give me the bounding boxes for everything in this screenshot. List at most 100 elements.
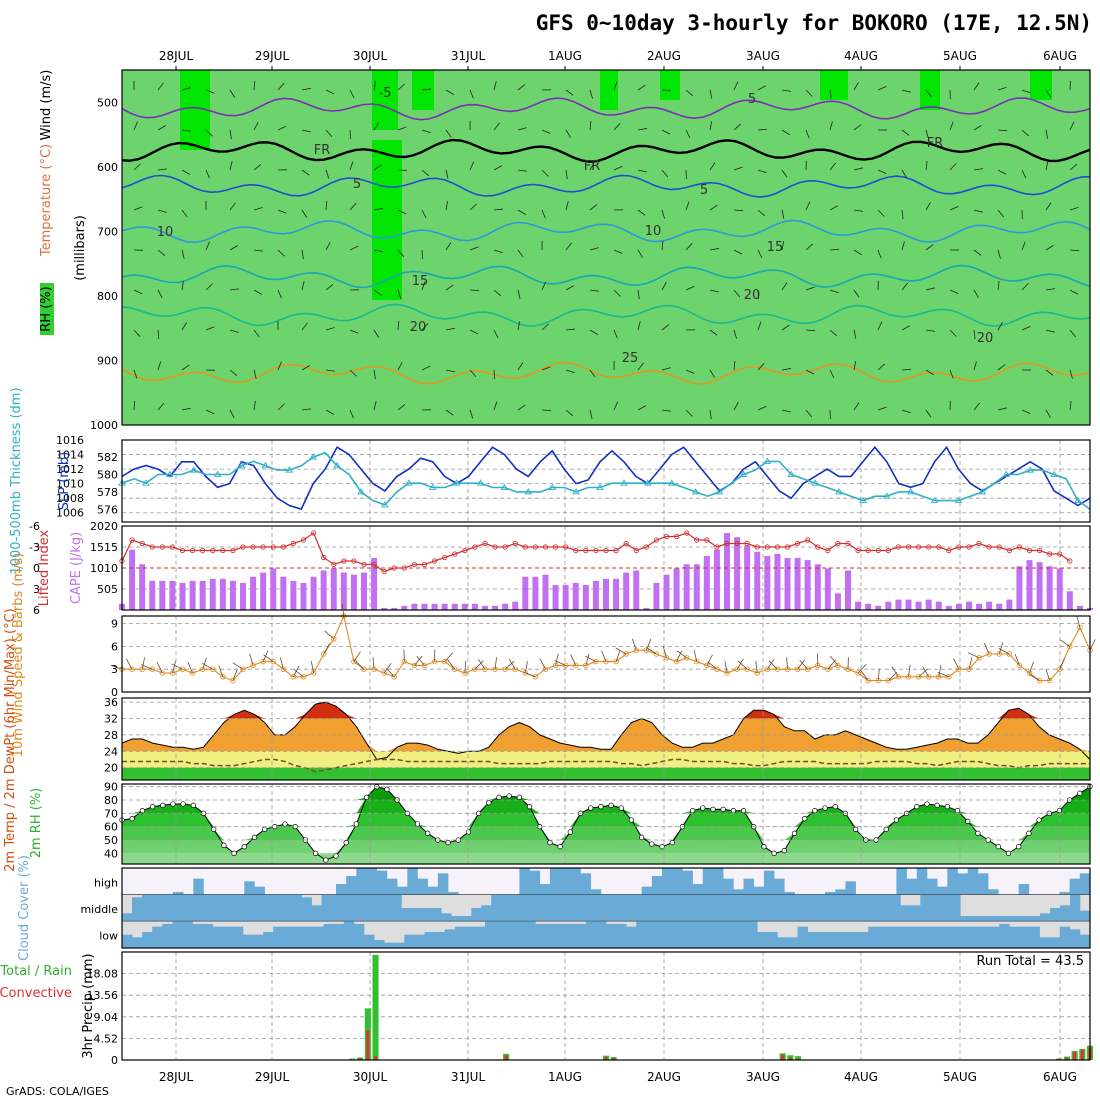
wind-barb [447,659,456,670]
cape-bar [451,603,458,610]
wind-barb [709,204,718,211]
cloud-cell [948,926,960,948]
cloud-cell [670,894,682,922]
wind-barb [301,281,305,291]
wind-barb [709,248,719,251]
rh-point [740,808,747,814]
cloud-cell [620,894,632,922]
cloud-cell [825,892,836,895]
date-label-bottom: 28JUL [159,1070,194,1084]
wind-barb [277,403,285,411]
grads-footer: GrADS: COLA/IGES [6,1085,109,1098]
wind-barb [997,407,1007,411]
wind-barb [301,169,310,176]
cloud-cell [444,929,456,948]
wind-barb [661,89,672,92]
wind-barb [736,658,744,670]
wind-speed-point [331,636,337,642]
wind-barb [1021,169,1027,179]
wind-barb [229,409,235,419]
upper-air-frame [121,69,1091,426]
wind-barb [973,361,977,371]
date-axis-top: 28JUL 29JUL 30JUL 31JUL 1AUG 2AUG 3AUG 4AUG 5AUG… [159,49,1077,71]
slp-tick-label: 1006 [56,507,84,520]
wind-barb [229,369,238,376]
rh-point [547,840,553,846]
wind-barb [301,322,308,331]
wind-barb [477,659,486,670]
cloud-cell [970,916,981,922]
cape-bar [411,603,418,610]
precip-tick-label: 9.04 [94,1011,119,1024]
rh-point [1016,844,1022,850]
temperature-contour [121,138,1091,163]
cloud-cell [810,894,821,922]
wind-barb [676,650,687,659]
cloud-cell [830,894,841,922]
wind-barb [157,249,166,256]
wind-barb [323,643,331,655]
lifted-index-point [452,551,458,557]
rh-point [944,804,950,810]
wind-barb [781,282,788,291]
wind-speed-point [391,674,397,680]
rh-point [241,844,247,850]
thickness-point [142,479,150,486]
date-label-bottom: 31JUL [451,1070,486,1084]
wind-speed-point [966,666,972,672]
lifted-index-point [603,547,609,554]
rh-point [567,829,573,835]
rh-point [139,808,146,814]
cape-bar [250,576,257,610]
cloud-cell [585,921,597,948]
wind-barb [685,243,693,251]
wind-axis-label: 10m Wind Speed & Barbs (m/s) [11,553,26,758]
cape-bar [724,533,730,610]
rh-point [211,826,217,832]
cloud-cell [581,894,592,922]
cloud-cell [122,934,133,948]
wind-speed-point [199,666,206,672]
cape-bar [340,572,347,610]
cloud-frame [121,867,1091,949]
cloud-cell [394,942,405,948]
cape-bar [1076,605,1083,610]
temperature-legend-label: Temperature (°C) [39,144,54,257]
wind-barb [685,129,691,139]
pressure-axis-label: (millibars) [73,215,88,281]
lifted-index-point [633,547,639,554]
cloud-cell [916,868,928,895]
wind-barb [661,324,670,331]
cloud-cell [757,932,768,948]
thickness-tick-label: 580 [97,468,118,481]
wind-barb [781,89,791,92]
wind-barb [877,321,883,331]
wind-barb [1069,249,1080,252]
wind-barb [157,289,163,299]
lifted-index-point [835,540,841,547]
wind-barb [757,363,765,371]
wind-barb [493,289,502,297]
date-label-bottom: 3AUG [746,1070,780,1084]
date-label-top: 31JUL [451,49,486,63]
cloud-cell [1029,926,1040,948]
wind-barb [757,249,763,259]
wind-barb [325,284,334,291]
rh-point [934,802,940,808]
rh-point [1056,808,1063,814]
thickness-point [739,470,748,477]
rh-point [516,794,523,800]
cloud-cell [988,889,999,895]
cape-bar [996,603,1003,610]
cloud-cell [1059,892,1070,895]
wind-barb [355,660,365,670]
lifted-index-point [220,547,226,554]
cloud-cell [696,921,708,948]
wind-barb [349,369,357,377]
page-title: GFS 0~10day 3-hourly for BOKORO (17E, 12… [536,11,1092,35]
cloud-cell [990,916,1001,922]
cape-bar [169,580,176,610]
cloud-cell [680,894,692,922]
wind-barb [445,327,455,331]
cloud-cell [918,926,929,948]
